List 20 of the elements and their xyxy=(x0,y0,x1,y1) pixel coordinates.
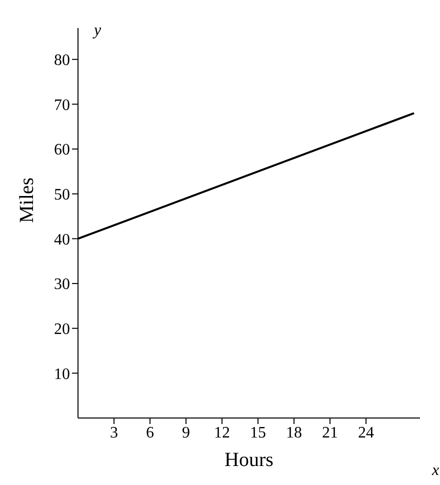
y-tick-label: 60 xyxy=(54,142,70,159)
text: x xyxy=(432,462,440,480)
y-tick-label: 10 xyxy=(54,366,70,383)
y-tick-label: 30 xyxy=(54,276,70,294)
y-tick-label: 40 xyxy=(54,231,70,248)
x-axis-title: Hours xyxy=(224,449,274,471)
x-tick-label: 12 xyxy=(214,424,230,442)
annotation: y xyxy=(94,22,102,40)
x-tick-label: 24 xyxy=(358,424,374,442)
x-tick-label: 15 xyxy=(250,424,266,442)
x-tick-label: 21 xyxy=(322,424,338,442)
y-tick-label: 20 xyxy=(54,321,70,338)
x-tick-label: 3 xyxy=(110,424,118,442)
x-tick-label: 18 xyxy=(286,424,302,442)
y-tick-label: 50 xyxy=(54,186,70,204)
y-axis-title: Miles xyxy=(16,177,38,223)
y-tick-label: 70 xyxy=(54,96,70,114)
x-tick-label: 6 xyxy=(146,424,154,442)
y-tick-label: 80 xyxy=(54,52,70,70)
x-tick-label: 9 xyxy=(182,424,190,442)
